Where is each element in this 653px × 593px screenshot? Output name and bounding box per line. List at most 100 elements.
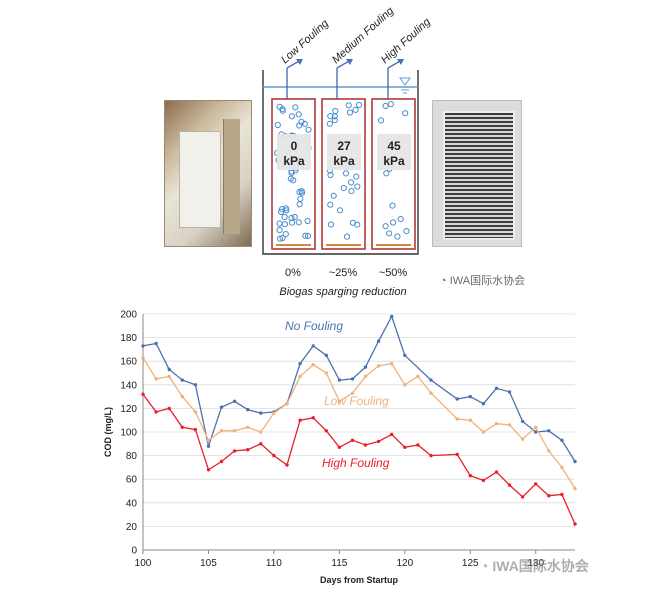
x-tick-label: 100 bbox=[135, 558, 152, 569]
bubble bbox=[346, 109, 354, 116]
series-point bbox=[390, 432, 394, 437]
series-point bbox=[246, 448, 250, 452]
series-point bbox=[468, 418, 472, 422]
series-point bbox=[180, 425, 184, 429]
series-point bbox=[534, 430, 538, 434]
series-point bbox=[272, 411, 276, 415]
bubble bbox=[390, 219, 397, 226]
bubble bbox=[397, 216, 404, 223]
pressure-box bbox=[377, 134, 411, 170]
bubble bbox=[301, 120, 308, 127]
pressure-value: 27 bbox=[337, 139, 351, 153]
y-tick-label: 40 bbox=[126, 498, 138, 509]
series-point bbox=[350, 377, 355, 381]
series-point bbox=[311, 416, 315, 420]
series-point bbox=[141, 392, 145, 396]
series-point bbox=[167, 406, 171, 411]
cod-line-chart: 0 20 40 60 80 100 120 140 160 180 200 100 105 110 115 1… bbox=[103, 310, 577, 585]
bubble bbox=[288, 214, 295, 222]
series-point bbox=[507, 483, 512, 487]
bubble bbox=[354, 183, 361, 190]
bubble bbox=[327, 171, 334, 179]
series-point bbox=[246, 425, 250, 429]
y-tick-label: 120 bbox=[120, 404, 137, 415]
series-point bbox=[219, 459, 224, 464]
series-point bbox=[272, 453, 276, 458]
series-point bbox=[507, 423, 512, 427]
bubble bbox=[389, 202, 396, 209]
series-point bbox=[246, 407, 250, 412]
series-point bbox=[390, 361, 394, 366]
bubble bbox=[289, 219, 296, 226]
bubble bbox=[353, 173, 360, 180]
watermark-top-text: IWA国际水协会 bbox=[449, 275, 526, 287]
series-point bbox=[337, 378, 342, 382]
y-axis-label: COD (mg/L) bbox=[103, 407, 113, 457]
series-point bbox=[324, 371, 328, 375]
series-point bbox=[219, 429, 224, 433]
bubble bbox=[302, 232, 309, 239]
series-point bbox=[350, 391, 355, 395]
y-tick-label: 180 bbox=[120, 333, 137, 344]
wechat-icon: ◔ bbox=[440, 275, 447, 287]
bubble bbox=[327, 221, 335, 228]
series-point bbox=[206, 468, 211, 472]
series-point bbox=[376, 339, 381, 343]
y-tick-label: 60 bbox=[126, 475, 138, 486]
bubble bbox=[342, 170, 350, 177]
bubble bbox=[298, 118, 305, 126]
pressure-box bbox=[277, 134, 311, 170]
series-point bbox=[507, 390, 512, 394]
bubble bbox=[276, 103, 283, 111]
series-point bbox=[180, 378, 184, 382]
series-point bbox=[193, 410, 198, 414]
series-point bbox=[455, 397, 459, 401]
series-line bbox=[142, 314, 576, 462]
y-tick-label: 160 bbox=[120, 357, 137, 368]
series-point bbox=[167, 367, 171, 372]
bubble bbox=[348, 188, 355, 195]
series-point bbox=[311, 363, 315, 367]
series-point bbox=[403, 383, 407, 387]
watermark-bottom-text: IWA国际水协会 bbox=[492, 558, 589, 574]
series-point bbox=[520, 419, 525, 424]
bubble bbox=[282, 231, 289, 238]
bubble bbox=[295, 111, 302, 118]
series-point bbox=[403, 353, 407, 357]
series-point bbox=[547, 494, 551, 498]
reactor-photo bbox=[164, 100, 252, 247]
series-point bbox=[298, 418, 302, 422]
series-point bbox=[560, 465, 564, 470]
series-point bbox=[324, 429, 328, 433]
series-point bbox=[547, 429, 551, 433]
bubble bbox=[327, 113, 334, 120]
series-point bbox=[154, 341, 158, 346]
bubble bbox=[305, 126, 312, 133]
series-point bbox=[193, 383, 198, 387]
series-point bbox=[376, 364, 381, 368]
series-point bbox=[219, 405, 224, 409]
bubble bbox=[326, 120, 333, 127]
y-tick-label: 200 bbox=[120, 310, 137, 321]
arrow-head-icon bbox=[346, 59, 353, 65]
bubble bbox=[387, 101, 394, 108]
pressure-unit: kPa bbox=[383, 154, 405, 168]
series-point bbox=[547, 449, 551, 453]
series-point bbox=[311, 344, 315, 348]
arrow-head-icon bbox=[296, 59, 303, 65]
series-point bbox=[481, 478, 486, 483]
series-point bbox=[455, 452, 459, 457]
x-tick-label: 130 bbox=[527, 558, 544, 569]
bubble bbox=[304, 217, 311, 225]
pressure-value: 45 bbox=[387, 139, 401, 153]
watermark-top: ◔ IWA国际水协会 bbox=[440, 272, 525, 288]
series-point bbox=[206, 444, 211, 448]
sparging-tank bbox=[371, 98, 416, 250]
series-label: Low Fouling bbox=[324, 394, 389, 408]
series-point bbox=[324, 353, 328, 357]
series-point bbox=[141, 356, 145, 360]
bubble bbox=[292, 104, 299, 111]
series-point bbox=[232, 449, 237, 453]
bubble bbox=[382, 223, 389, 230]
